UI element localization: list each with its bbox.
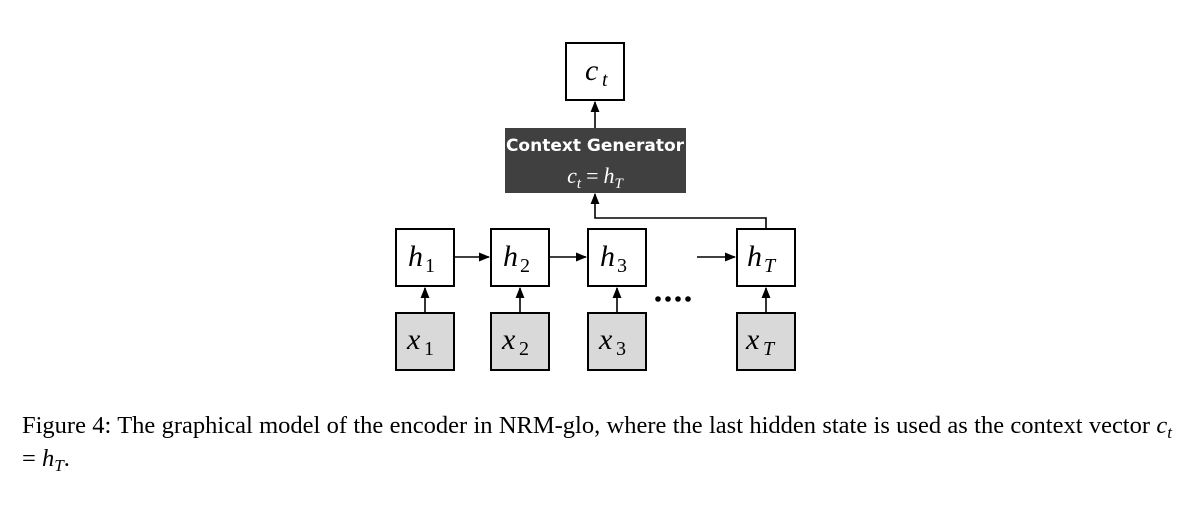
encoder-diagram: c t Context Generator ct = hT h 1 h 2 h 3 … xyxy=(395,42,796,371)
output-node-symbol: c xyxy=(585,54,598,87)
caption-math-rhs: h xyxy=(41,445,55,472)
hidden-node-hT: h T xyxy=(736,228,796,287)
output-node-subscript: t xyxy=(602,69,608,91)
caption-text: Figure 4: The graphical model of the enc… xyxy=(22,412,1157,439)
hidden-node-subscript: 3 xyxy=(617,255,627,277)
hidden-node-symbol: h xyxy=(503,240,518,273)
input-node-symbol: x xyxy=(501,323,516,356)
caption-math-rhs-sub: T xyxy=(54,456,64,476)
input-node-symbol: x xyxy=(598,323,613,356)
context-generator-title: Context Generator xyxy=(506,136,685,156)
hidden-node-subscript: T xyxy=(764,255,777,277)
input-node-x3: x 3 xyxy=(587,312,647,371)
input-node-x1: x 1 xyxy=(395,312,455,371)
caption-math-lhs-sub: t xyxy=(1167,423,1172,443)
edge-hT-to-generator xyxy=(590,192,767,229)
caption-period: . xyxy=(63,445,70,472)
input-node-symbol: x xyxy=(406,323,421,356)
input-node-subscript: 2 xyxy=(519,338,529,360)
input-node-x2: x 2 xyxy=(490,312,550,371)
hidden-node-h3: h 3 xyxy=(587,228,647,287)
input-node-subscript: T xyxy=(763,338,776,360)
hidden-node-symbol: h xyxy=(408,240,423,273)
input-node-subscript: 1 xyxy=(424,338,434,360)
context-generator-block: Context Generator ct = hT xyxy=(505,128,686,193)
context-generator-formula: ct = hT xyxy=(567,163,624,192)
hidden-node-h1: h 1 xyxy=(395,228,455,287)
ellipsis-dots xyxy=(655,296,691,302)
input-node-xT: x T xyxy=(736,312,796,371)
hidden-node-subscript: 2 xyxy=(520,255,530,277)
input-node-subscript: 3 xyxy=(616,338,626,360)
hidden-node-subscript: 1 xyxy=(425,255,435,277)
input-node-symbol: x xyxy=(745,323,760,356)
hidden-node-h2: h 2 xyxy=(490,228,550,287)
caption-math-lhs: c xyxy=(1156,412,1168,439)
hidden-node-symbol: h xyxy=(747,240,762,273)
output-node-ct: c t xyxy=(565,42,625,101)
hidden-node-symbol: h xyxy=(600,240,615,273)
figure-caption: Figure 4: The graphical model of the enc… xyxy=(22,409,1172,475)
caption-math-eq: = xyxy=(22,445,42,472)
